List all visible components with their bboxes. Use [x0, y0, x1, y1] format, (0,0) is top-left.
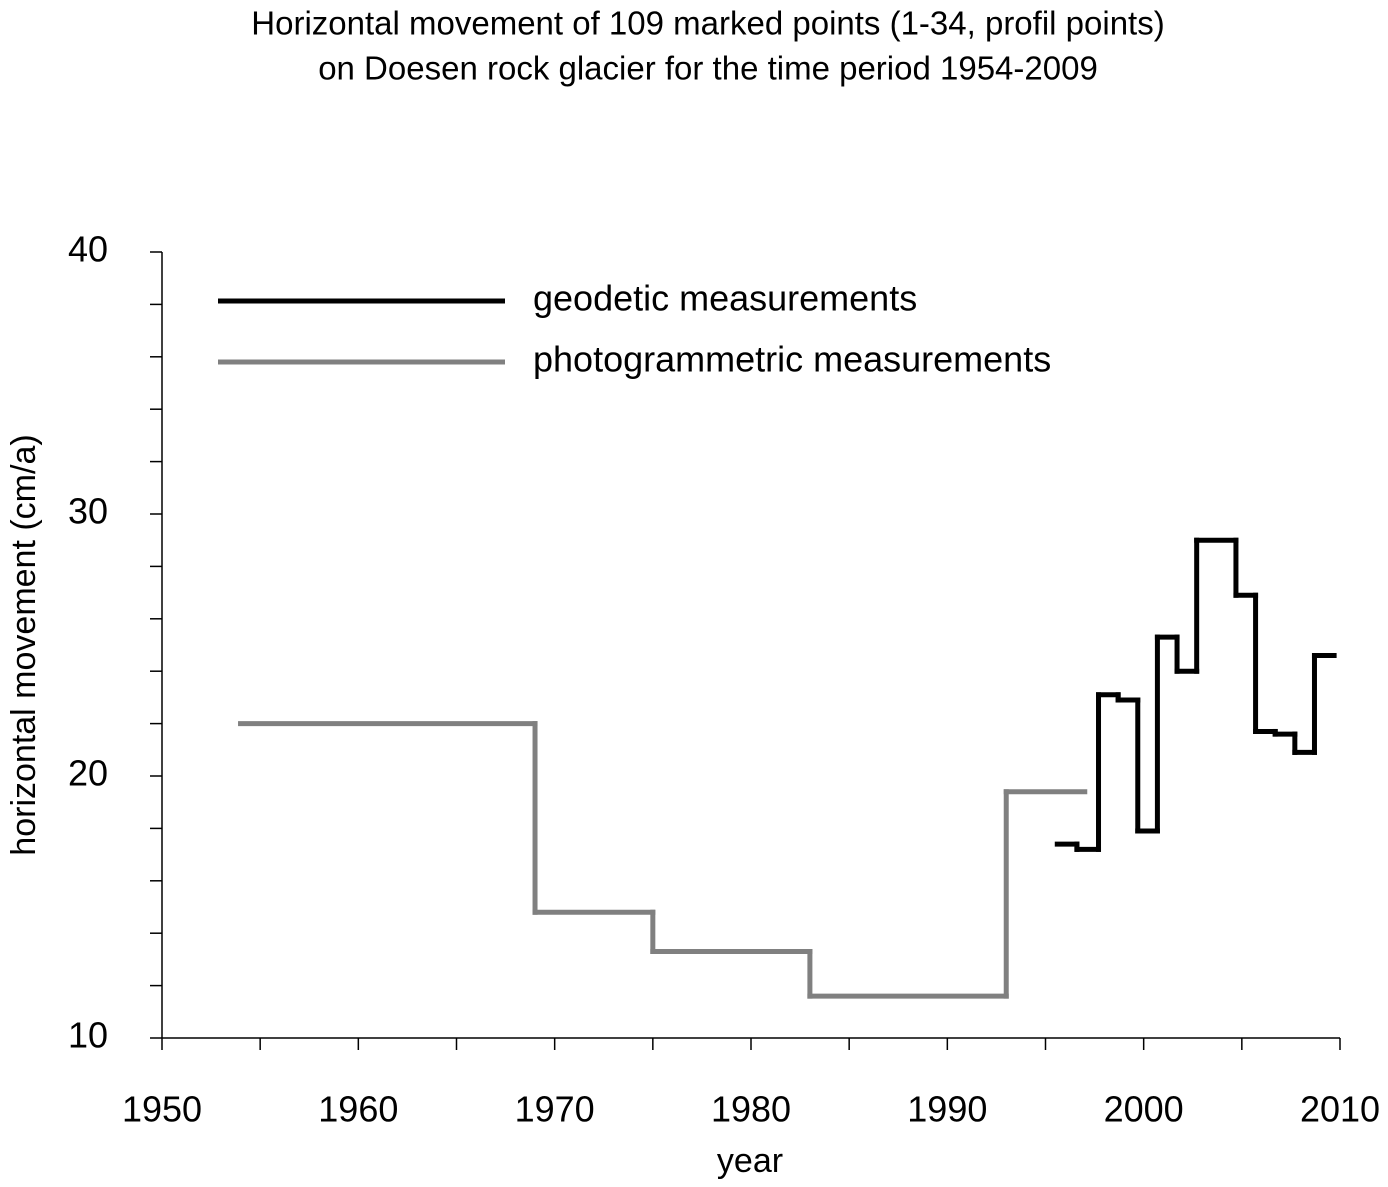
x-tick-label: 1970	[515, 1089, 595, 1130]
x-tick-label: 1990	[907, 1089, 987, 1130]
y-tick-label: 30	[68, 491, 108, 532]
legend-label: geodetic measurements	[533, 278, 917, 319]
x-axis-label: year	[717, 1142, 783, 1180]
y-tick-label: 10	[68, 1015, 108, 1056]
legend-label: photogrammetric measurements	[533, 339, 1051, 380]
x-tick-label: 1950	[122, 1089, 202, 1130]
chart-title: Horizontal movement of 109 marked points…	[251, 5, 1164, 42]
chart-title: on Doesen rock glacier for the time peri…	[318, 50, 1098, 87]
y-tick-label: 40	[68, 229, 108, 270]
x-tick-label: 2000	[1104, 1089, 1184, 1130]
y-axis-label: horizontal movement (cm/a)	[5, 434, 43, 855]
x-tick-label: 1980	[711, 1089, 791, 1130]
x-tick-label: 2010	[1300, 1089, 1380, 1130]
x-tick-label: 1960	[318, 1089, 398, 1130]
y-tick-label: 20	[68, 753, 108, 794]
